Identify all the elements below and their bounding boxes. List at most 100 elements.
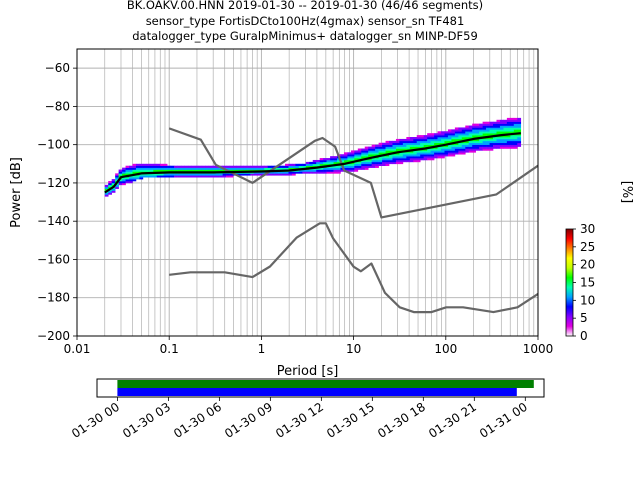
x-tick-label: 100 — [434, 342, 457, 356]
model-lines — [104, 127, 538, 314]
density-cell — [506, 125, 511, 128]
density-cell — [156, 173, 161, 176]
density-cell — [434, 152, 438, 155]
density-cell — [493, 127, 497, 130]
density-cell — [493, 125, 497, 128]
density-cell — [458, 135, 463, 138]
density-cell — [482, 140, 487, 144]
density-cell — [513, 121, 518, 124]
density-cell — [146, 163, 151, 167]
density-cell — [139, 165, 144, 168]
density-cell — [371, 165, 376, 168]
density-cell — [441, 140, 445, 144]
density-cell — [236, 167, 241, 170]
density-cell — [236, 169, 241, 172]
density-cell — [465, 131, 470, 134]
density-cell — [291, 163, 296, 167]
density-cell — [503, 144, 508, 147]
density-cell — [319, 161, 324, 165]
density-cell — [454, 127, 459, 130]
density-cell — [354, 167, 359, 170]
density-cell — [208, 175, 213, 178]
density-cell — [364, 159, 369, 163]
density-cell — [350, 167, 355, 170]
density-cell — [434, 156, 438, 159]
density-cell — [472, 144, 476, 147]
density-cell — [499, 144, 504, 147]
density-cell — [212, 175, 216, 178]
density-cell — [146, 175, 151, 178]
density-cell — [337, 165, 341, 168]
density-cell — [395, 140, 400, 144]
density-cell — [264, 165, 268, 168]
density-cell — [454, 148, 459, 151]
density-cell — [395, 146, 400, 149]
density-cell — [194, 175, 199, 178]
density-cell — [111, 188, 116, 191]
density-cell — [375, 154, 379, 157]
density-cell — [461, 144, 466, 147]
density-cell — [427, 152, 431, 155]
density-cell — [295, 163, 300, 167]
density-cell — [458, 152, 463, 155]
density-cell — [406, 148, 411, 151]
colorbar-tick-label: 25 — [580, 240, 595, 254]
density-cell — [503, 140, 508, 144]
density-cell — [444, 150, 449, 153]
density-cell — [326, 158, 331, 161]
density-cell — [503, 138, 508, 142]
density-cell — [420, 144, 424, 147]
density-cell — [333, 171, 338, 174]
density-cell — [153, 173, 158, 176]
density-cell — [399, 144, 404, 147]
density-cell — [416, 150, 421, 153]
density-cell — [378, 150, 383, 153]
density-cell — [468, 137, 473, 140]
density-cell — [472, 133, 476, 136]
colorbar-tick-label: 10 — [580, 293, 595, 307]
density-cell — [312, 171, 317, 174]
density-cell — [357, 167, 362, 170]
density-cell — [486, 123, 490, 126]
density-cell — [427, 133, 431, 136]
density-cell — [309, 169, 314, 172]
density-cell — [260, 167, 265, 170]
density-cell — [267, 167, 272, 170]
density-cell — [427, 144, 431, 147]
density-cell — [160, 163, 164, 167]
density-cell — [219, 175, 223, 178]
density-cell — [451, 140, 456, 144]
density-cell — [361, 148, 366, 151]
density-cell — [177, 167, 182, 170]
density-cell — [506, 121, 511, 124]
density-cell — [187, 173, 192, 176]
density-cell — [482, 142, 487, 145]
density-cell — [430, 156, 435, 159]
density-cell — [122, 167, 126, 170]
density-cell — [458, 150, 463, 153]
density-cell — [246, 167, 251, 170]
density-cell — [181, 175, 185, 178]
density-cell — [264, 167, 268, 170]
density-cell — [135, 171, 140, 174]
density-cell — [423, 150, 428, 153]
density-cell — [392, 144, 397, 147]
density-cell — [291, 173, 296, 176]
density-cell — [430, 140, 435, 144]
density-cell — [340, 156, 345, 159]
density-cell — [156, 165, 161, 168]
density-cell — [371, 148, 376, 151]
density-cell — [437, 138, 442, 142]
density-cell — [371, 159, 376, 163]
density-cell — [506, 144, 511, 147]
density-cell — [409, 146, 414, 149]
density-cell — [413, 150, 418, 153]
colorbar-tick-label: 30 — [580, 222, 595, 236]
density-cell — [413, 158, 418, 161]
density-cell — [499, 138, 504, 142]
density-cell — [434, 135, 438, 138]
density-cell — [389, 144, 393, 147]
density-cell — [160, 165, 164, 168]
density-cell — [441, 137, 445, 140]
